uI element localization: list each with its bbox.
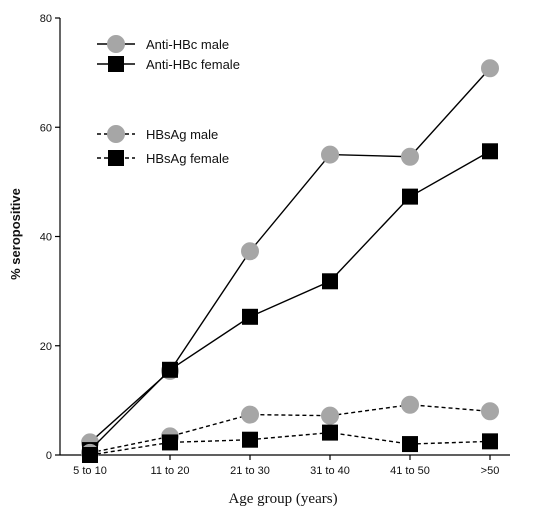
legend-entry: HBsAg male	[97, 125, 218, 143]
series-hbsag-female	[82, 424, 498, 463]
data-point	[241, 242, 259, 261]
data-point	[482, 433, 498, 450]
data-point	[241, 405, 259, 424]
legend-label: Anti-HBc male	[146, 37, 229, 52]
x-tick-label: >50	[481, 465, 500, 477]
series-line	[89, 67, 491, 443]
y-tick-label: 0	[46, 450, 52, 462]
data-point	[242, 431, 258, 448]
x-tick-label: 5 to 10	[73, 465, 107, 477]
data-point	[322, 273, 338, 290]
y-axis-label: % seropositive	[8, 188, 23, 280]
legend-entry: HBsAg female	[97, 150, 229, 166]
legend-marker	[107, 125, 125, 143]
x-tick-label: 11 to 20	[151, 465, 190, 477]
y-tick-label: 20	[40, 341, 52, 353]
data-point	[82, 447, 98, 463]
data-point	[402, 436, 418, 453]
y-tick-label: 40	[40, 232, 52, 244]
axes: 0 20 40 60 80 5 to 10 11 to 20 21 to 30 31 to 40…	[40, 13, 510, 477]
data-point	[162, 434, 178, 451]
x-tick-label: 21 to 30	[230, 465, 270, 477]
data-point	[162, 361, 178, 378]
data-point	[481, 402, 499, 421]
series-hbsag-male	[81, 395, 499, 462]
data-point	[321, 145, 339, 164]
data-point	[401, 147, 419, 166]
series-anti-hbc-male	[81, 59, 499, 452]
legend-label: HBsAg male	[146, 127, 218, 142]
data-point	[401, 395, 419, 414]
data-point	[402, 188, 418, 205]
legend-entry: Anti-HBc female	[97, 56, 240, 72]
legend-label: HBsAg female	[146, 151, 229, 166]
data-point	[242, 308, 258, 325]
data-point	[322, 424, 338, 441]
series-layer	[81, 59, 499, 463]
data-point	[481, 59, 499, 78]
series-line	[89, 404, 491, 454]
x-axis-label: Age group (years)	[228, 491, 337, 507]
y-tick-label: 80	[40, 13, 52, 25]
legend-marker	[107, 35, 125, 53]
x-tick-label: 41 to 50	[390, 465, 430, 477]
series-line	[89, 150, 491, 451]
data-point	[321, 406, 339, 425]
legend-entry: Anti-HBc male	[97, 35, 229, 53]
legend-marker	[108, 150, 124, 166]
series-anti-hbc-female	[82, 143, 498, 459]
x-tick-label: 31 to 40	[310, 465, 350, 477]
series-line	[89, 431, 491, 456]
data-point	[482, 143, 498, 160]
legend-marker	[108, 56, 124, 72]
legend: Anti-HBc male Anti-HBc female HBsAg male HB…	[97, 35, 240, 166]
legend-label: Anti-HBc female	[146, 57, 240, 72]
y-tick-label: 60	[40, 122, 52, 134]
